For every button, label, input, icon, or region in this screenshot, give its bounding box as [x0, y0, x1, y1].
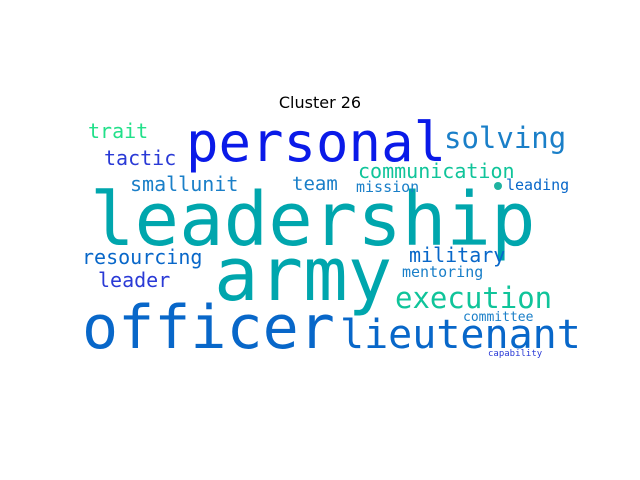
- word-tactic: tactic: [104, 146, 177, 170]
- word-leadership: leadership: [90, 177, 536, 263]
- word-solving: solving: [444, 121, 567, 155]
- word-committee: committee: [463, 310, 534, 325]
- chart-title: Cluster 26: [278, 93, 362, 112]
- word-mission: mission: [356, 178, 420, 196]
- word-lieutenant: lieutenant: [340, 312, 581, 358]
- word-smallunit: smallunit: [130, 172, 239, 196]
- word-leading: leading: [506, 176, 570, 194]
- word-capability: capability: [488, 349, 543, 359]
- word-mentoring: mentoring: [402, 263, 484, 281]
- small-dot-mark: [494, 182, 502, 190]
- word-resourcing: resourcing: [82, 245, 203, 269]
- word-communication: communication: [358, 159, 515, 183]
- word-trait: trait: [88, 119, 149, 143]
- word-team: team: [292, 173, 338, 195]
- word-personal: personal: [186, 111, 447, 174]
- word-leader: leader: [98, 268, 171, 292]
- word-army: army: [214, 232, 393, 318]
- word-execution: execution: [395, 281, 553, 315]
- word-military: military: [409, 243, 506, 267]
- word-officer: officer: [82, 293, 335, 363]
